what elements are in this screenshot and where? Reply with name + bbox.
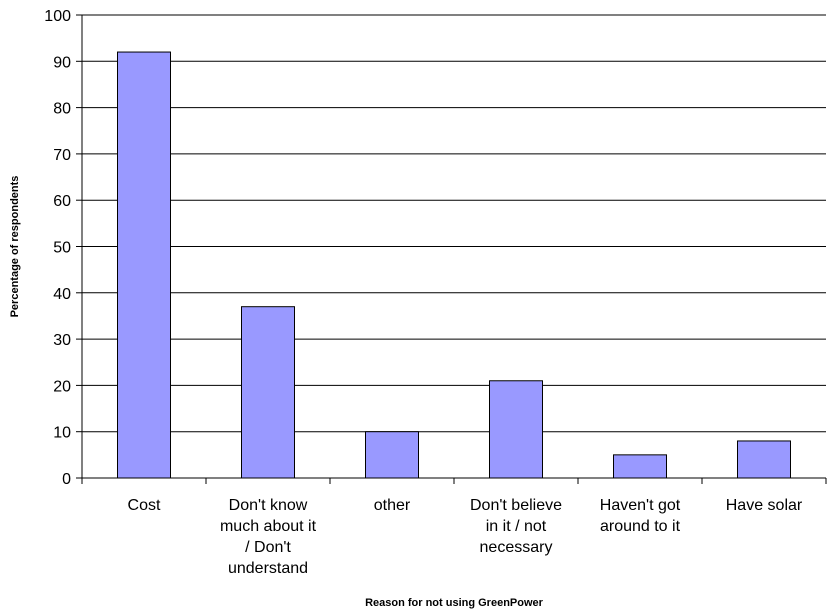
x-category-label-line: around to it bbox=[600, 518, 681, 535]
y-tick-label: 30 bbox=[53, 332, 71, 349]
y-tick-label: 70 bbox=[53, 147, 71, 164]
x-category-label-line: Don't know bbox=[229, 497, 308, 514]
axes bbox=[76, 14, 827, 484]
gridlines bbox=[82, 14, 826, 433]
bar bbox=[117, 51, 171, 479]
x-category-label-line: Cost bbox=[128, 497, 161, 514]
bars bbox=[117, 51, 791, 479]
y-tick-label: 50 bbox=[53, 240, 71, 257]
bar bbox=[737, 440, 791, 479]
y-tick-label: 60 bbox=[53, 193, 71, 210]
x-category-label-line: in it / not bbox=[486, 518, 547, 535]
y-tick-label: 20 bbox=[53, 378, 71, 395]
x-category-labels: Cost Don't know much about it / Don't unders… bbox=[128, 497, 803, 577]
y-tick-label: 90 bbox=[53, 54, 71, 71]
x-category-label: Cost bbox=[128, 497, 161, 514]
y-tick-label: 10 bbox=[53, 425, 71, 442]
y-tick-labels: 0 10 20 30 40 50 60 70 80 90 100 bbox=[44, 8, 71, 488]
x-category-label-line: other bbox=[374, 497, 411, 514]
x-category-label-line: understand bbox=[228, 560, 308, 577]
x-category-label-line: Have solar bbox=[726, 497, 803, 514]
bar bbox=[241, 306, 295, 479]
x-category-label: Have solar bbox=[726, 497, 803, 514]
x-category-label: Don't believe in it / not necessary bbox=[470, 497, 562, 556]
x-category-label: Haven't got around to it bbox=[600, 497, 681, 535]
x-category-label-line: much about it bbox=[220, 518, 317, 535]
x-category-label: Don't know much about it / Don't understand bbox=[220, 497, 317, 577]
y-tick-label: 0 bbox=[62, 471, 71, 488]
x-category-label-line: necessary bbox=[480, 539, 553, 556]
bar bbox=[613, 454, 667, 479]
y-tick-label: 40 bbox=[53, 286, 71, 303]
y-tick-label: 100 bbox=[44, 8, 71, 25]
bar bbox=[365, 431, 419, 479]
y-axis-title: Percentage of respondents bbox=[9, 176, 21, 318]
x-category-label-line: Don't believe bbox=[470, 497, 562, 514]
bar bbox=[489, 380, 543, 479]
x-category-label-line: Haven't got bbox=[600, 497, 681, 514]
x-category-label-line: / Don't bbox=[245, 539, 291, 556]
x-axis-title: Reason for not using GreenPower bbox=[365, 597, 544, 609]
x-category-label: other bbox=[374, 497, 411, 514]
y-tick-label: 80 bbox=[53, 101, 71, 118]
